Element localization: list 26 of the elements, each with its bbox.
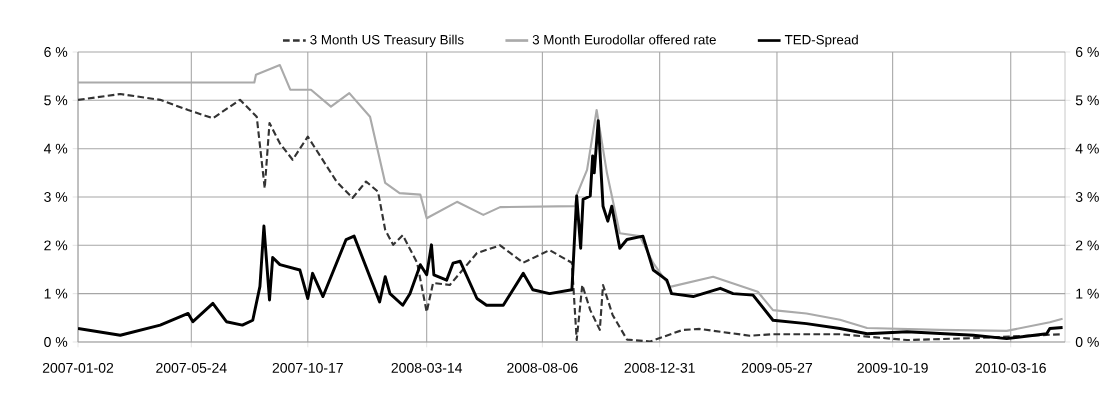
x-tick-label: 2009-10-19: [857, 362, 928, 373]
y2-tick-label: 3 %: [1075, 192, 1099, 202]
x-tick-label: 2008-08-06: [507, 362, 578, 373]
y2-tick-label: 4 %: [1075, 143, 1099, 154]
y-tick-label: 1 %: [44, 288, 68, 299]
x-tick-label: 2007-05-24: [156, 362, 227, 373]
x-tick-label: 2007-10-17: [272, 362, 343, 373]
y2-tick-label: 5 %: [1075, 95, 1099, 106]
legend-label: 3 Month Eurodollar offered rate: [532, 34, 716, 45]
y2-tick-label: 2 %: [1075, 240, 1099, 251]
x-tick-label: 2009-05-27: [741, 362, 813, 373]
x-tick-label: 2008-12-31: [624, 362, 695, 373]
y-tick-label: 2 %: [44, 240, 68, 251]
x-tick-label: 2007-01-02: [42, 362, 114, 373]
x-tick-label: 2008-03-14: [391, 362, 463, 373]
x-tick-label: 2010-03-16: [975, 362, 1046, 373]
y-tick-label: 0 %: [44, 337, 68, 347]
legend-label: TED-Spread: [784, 34, 858, 48]
y-tick-label: 5 %: [44, 95, 68, 106]
y-tick-label: 6 %: [44, 47, 68, 57]
y-tick-label: 3 %: [44, 192, 68, 202]
legend-label: 3 Month US Treasury Bills: [310, 34, 464, 48]
y2-tick-label: 6 %: [1075, 47, 1099, 57]
y2-tick-label: 1 %: [1076, 288, 1099, 299]
y2-tick-label: 0 %: [1075, 337, 1099, 347]
y-tick-label: 4 %: [43, 143, 68, 154]
